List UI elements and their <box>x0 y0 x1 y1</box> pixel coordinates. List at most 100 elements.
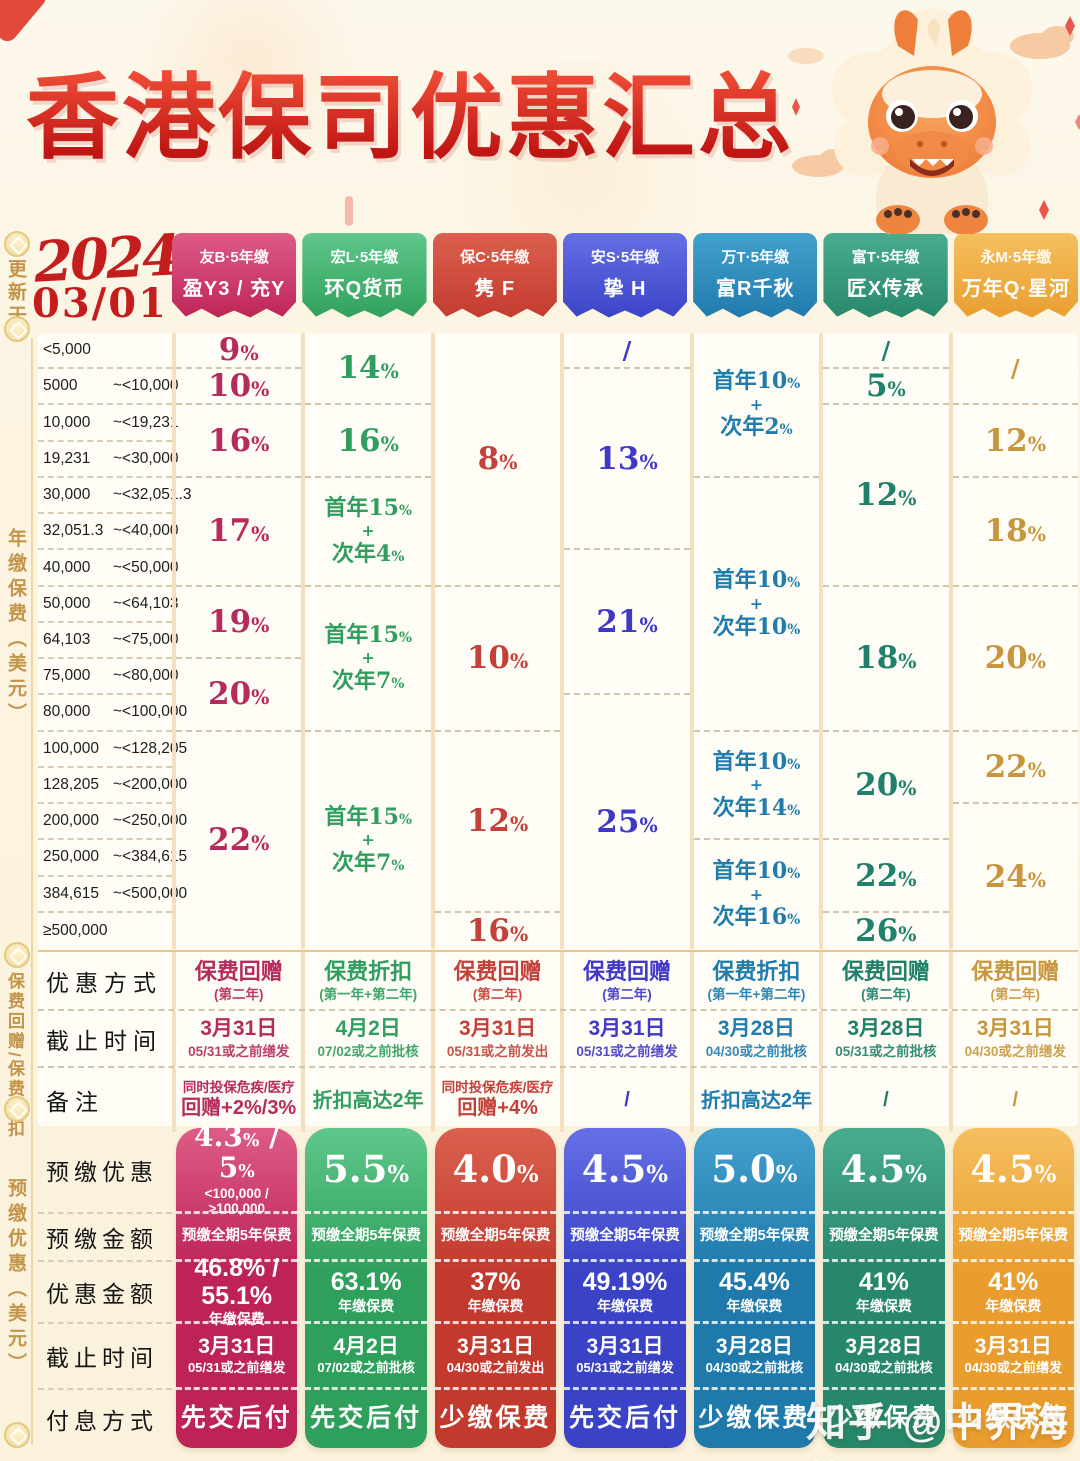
discount-cell: 24% <box>953 804 1078 949</box>
tier-min-value: 75,000 <box>43 667 91 685</box>
interest-value: 少缴保费 <box>957 1404 1070 1433</box>
discount-amount-cell: 37% 年缴保费 <box>434 1262 557 1324</box>
discount-value: 25% <box>596 804 658 841</box>
prepay-deadline-value: 3月28日 <box>845 1335 923 1359</box>
tier-min-value: 384,615 <box>43 884 100 902</box>
product-header-line1: 永M·5年缴 <box>980 249 1052 266</box>
discount-amount-value: 46.8% / 55.1% <box>194 1254 280 1310</box>
interest-cell: 少缴保费 <box>823 1390 944 1448</box>
discount-value: 首年10% <box>712 567 801 594</box>
sidebar-label-bottom-axis: 预缴优惠（美元） <box>5 1178 26 1378</box>
tier-label-row: 384,615 ~<500,000 <box>38 877 187 913</box>
method-main: 保费折扣 <box>712 958 801 984</box>
product-header-line1: 安S·5年缴 <box>590 249 660 266</box>
tier-min-value: 50,000 <box>43 594 91 612</box>
method-main: 保费回赠 <box>453 958 542 984</box>
prepay-badge: 4.5% 预缴全期5年保费 49.19% 年缴保费 3月31日 05/31或之前缮发 先交后… <box>564 1128 686 1448</box>
discount-cell: 22% <box>176 732 301 949</box>
tier-min-value: 5000 <box>43 377 78 395</box>
discount-value: 10% <box>208 368 270 405</box>
prepay-deadline-cell: 3月31日 05/31或之前缮发 <box>564 1324 686 1390</box>
prepay-deadline-sub: 04/30或之前批核 <box>835 1360 933 1376</box>
remark-line1: 同时投保危疾/医疗 <box>182 1079 295 1095</box>
prepay-deadline-sub: 05/31或之前缮发 <box>187 1360 286 1376</box>
discount-value: 9% <box>218 332 259 369</box>
discount-value: + <box>749 884 764 904</box>
prepay-deadline-cell: 3月31日 04/30或之前缮发 <box>952 1324 1074 1390</box>
method-sub: (第二年) <box>472 986 523 1002</box>
discount-value: 16% <box>466 912 529 949</box>
prepay-rate-value: 4.5% <box>581 1147 669 1192</box>
product-header-badge: 安S·5年缴挚 H <box>562 233 688 318</box>
product-header-badge: 永M·5年缴 万年Q·星河 <box>953 233 1078 318</box>
discount-cell: 首年15% + 次年7% <box>305 587 431 732</box>
discount-cell: 12% <box>952 405 1078 478</box>
discount-cell: 16% <box>176 405 302 478</box>
discount-value: 12% <box>855 477 917 514</box>
discount-value: 次年2% <box>720 414 793 441</box>
product-column: 8% 10% 12% 16% <box>430 333 561 949</box>
method-main: 保费回赠 <box>971 958 1060 984</box>
discount-cell: 13% <box>564 369 690 551</box>
tier-min-value: ≥500,000 <box>43 921 108 939</box>
discount-cell: 14% <box>305 333 431 406</box>
prepay-amount-cell: 预缴全期5年保费 <box>952 1214 1074 1262</box>
discount-value: 24% <box>984 858 1046 895</box>
method-sub: (第二年) <box>990 986 1041 1002</box>
discount-cell: 22% <box>823 840 949 913</box>
prepay-amount-value: 预缴全期5年保费 <box>311 1227 421 1244</box>
tier-min-value: 64,103 <box>43 630 91 648</box>
prepay-rate-value: 4.5% <box>840 1147 927 1192</box>
prepay-deadline-cell: 3月31日 04/30或之前发出 <box>434 1324 557 1390</box>
tier-min-value: 40,000 <box>43 558 91 576</box>
prepay-badge: 4.0% 预缴全期5年保费 37% 年缴保费 3月31日 04/30或之前发出 少缴保费 <box>434 1128 557 1448</box>
coin-icon <box>4 942 30 968</box>
discount-value: 8% <box>477 440 518 477</box>
tier-label-row: 32,051.3 ~<40,000 <box>38 514 179 551</box>
discount-cell: 21% <box>564 550 690 696</box>
deadline-cell: 3月31日 04/30或之前缮发 <box>948 1011 1078 1066</box>
discount-amount-cell: 41% 年缴保费 <box>952 1262 1074 1324</box>
discount-value: 18% <box>855 640 917 677</box>
product-column: 首年10% + 次年2% 首年10% + 次年10% 首年10% + 次年14% 首年10% + 次年… <box>689 333 820 949</box>
discount-cell: 5% <box>823 368 949 406</box>
prepay-section: 预缴优惠 预缴金额 优惠金额 截止时间 付息方式 4.3% / 5% <100,000 / … <box>38 1122 1078 1448</box>
method-cell: 保费折扣 (第一年+第二年) <box>301 952 430 1009</box>
product-header-line1: 宏L·5年缴 <box>330 249 399 266</box>
discount-amount-cell: 63.1% 年缴保费 <box>305 1262 427 1324</box>
discount-value: 13% <box>596 440 658 477</box>
remark-cell: 同时投保危疾/医疗 回赠+4% <box>430 1068 560 1132</box>
tier-max-value: ~<75,000 <box>113 630 179 648</box>
discount-amount-sub: 年缴保费 <box>855 1297 912 1314</box>
discount-cell: / <box>952 333 1078 406</box>
prepay-rate-value: 4.5% <box>970 1147 1057 1192</box>
prepay-deadline-cell: 3月28日 04/30或之前批核 <box>693 1324 816 1390</box>
method-main: 保费回赠 <box>841 958 930 984</box>
cloud-decoration <box>788 26 1074 177</box>
interest-value: 先交后付 <box>310 1404 423 1433</box>
discount-amount-value: 37% <box>470 1268 521 1297</box>
discount-cell: 12% <box>434 732 561 913</box>
tier-max-value: ~<40,000 <box>113 522 179 540</box>
row-label-prepay_amount: 预缴金额 <box>38 1214 172 1262</box>
tier-max-value: ~<64,103 <box>113 594 179 612</box>
discount-amount-sub: 年缴保费 <box>726 1297 783 1314</box>
prepay-badge-wrap: 4.5% 预缴全期5年保费 41% 年缴保费 3月28日 04/30或之前批核 少缴保费 <box>819 1128 948 1448</box>
deadline-main: 3月31日 <box>459 1017 537 1041</box>
page-title: 香港保司优惠汇总 <box>26 42 794 177</box>
prepay-deadline-cell: 3月31日 05/31或之前缮发 <box>176 1324 298 1390</box>
prepay-badge-wrap: 4.0% 预缴全期5年保费 37% 年缴保费 3月31日 04/30或之前发出 少缴保费 <box>431 1128 560 1448</box>
discount-cell: 首年10% + 次年10% <box>693 478 820 732</box>
prepay-amount-value: 预缴全期5年保费 <box>829 1227 939 1244</box>
tier-min-value: 100,000 <box>43 739 100 757</box>
tier-max-value: ~<19,231 <box>113 413 179 431</box>
tier-label-row: 10,000 ~<19,231 <box>38 405 179 442</box>
coin-icon <box>4 1096 30 1122</box>
interest-cell: 少缴保费 <box>435 1390 556 1448</box>
discount-value: 5% <box>865 368 906 405</box>
prepay-deadline-value: 3月31日 <box>457 1335 535 1359</box>
prepay-amount-cell: 预缴全期5年保费 <box>693 1214 816 1262</box>
tier-label-row: 19,231 ~<30,000 <box>38 442 179 478</box>
prepay-badge: 5.0% 预缴全期5年保费 45.4% 年缴保费 3月28日 04/30或之前批核 少缴保费 <box>693 1128 816 1448</box>
offer-detail-row: 备注 同时投保危疾/医疗 回赠+2%/3% 折扣高达2年 同时投保危疾/医疗 回赠+4% /… <box>38 1068 1078 1132</box>
